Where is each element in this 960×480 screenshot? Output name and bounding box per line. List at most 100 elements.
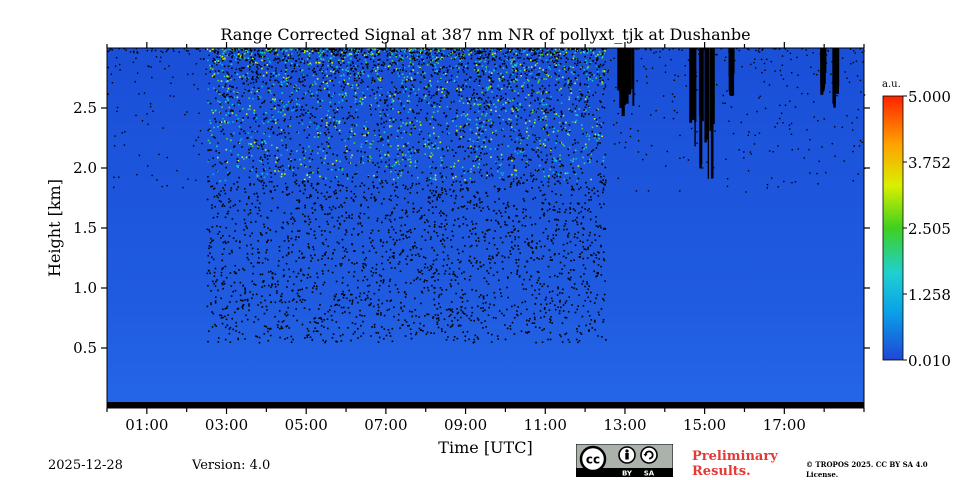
noise-speck <box>414 127 416 130</box>
noise-speck <box>560 141 562 144</box>
noise-speck <box>581 172 584 174</box>
noise-speck <box>597 53 599 56</box>
noise-speck <box>369 143 371 145</box>
noise-speck <box>383 198 385 200</box>
noise-speck <box>340 85 343 88</box>
noise-speck <box>394 158 397 161</box>
noise-speck <box>262 187 265 190</box>
noise-speck <box>270 76 272 78</box>
noise-speck <box>359 314 361 316</box>
noise-speck <box>387 135 389 138</box>
noise-speck <box>281 83 283 86</box>
noise-speck <box>310 149 312 152</box>
noise-speck <box>285 262 288 265</box>
noise-speck <box>326 151 328 154</box>
noise-speck <box>531 285 533 287</box>
noise-speck <box>591 79 594 82</box>
noise-speck <box>398 50 401 53</box>
noise-speck <box>329 212 331 215</box>
noise-speck <box>331 319 333 321</box>
noise-speck <box>454 49 456 51</box>
noise-speck <box>410 128 413 130</box>
noise-speck <box>272 115 274 118</box>
noise-speck <box>389 280 391 282</box>
noise-speck <box>460 89 462 91</box>
noise-speck <box>587 154 589 156</box>
noise-speck <box>521 224 524 227</box>
noise-speck <box>387 65 390 67</box>
noise-speck <box>398 68 401 70</box>
noise-speck <box>462 88 465 90</box>
noise-speck <box>456 115 459 117</box>
noise-speck <box>312 246 314 248</box>
noise-speck <box>588 138 590 141</box>
noise-speck <box>310 49 313 51</box>
noise-speck <box>477 166 479 169</box>
noise-speck <box>589 244 592 247</box>
noise-speck <box>313 234 316 236</box>
noise-speck <box>526 179 528 181</box>
noise-speck <box>267 271 270 273</box>
noise-speck <box>252 166 254 168</box>
noise-speck <box>366 65 369 68</box>
noise-speck <box>401 324 403 326</box>
noise-speck <box>439 172 442 175</box>
noise-speck <box>289 48 291 50</box>
noise-speck <box>291 109 293 112</box>
noise-speck <box>351 303 353 305</box>
noise-speck <box>433 101 436 104</box>
noise-speck <box>387 137 389 139</box>
noise-speck <box>531 92 533 94</box>
noise-speck <box>553 159 556 162</box>
noise-speck <box>597 65 600 68</box>
noise-speck <box>249 126 252 129</box>
noise-speck <box>491 333 493 336</box>
noise-speck <box>332 84 335 87</box>
noise-speck <box>267 50 269 52</box>
noise-speck <box>432 317 434 319</box>
noise-speck <box>304 79 306 81</box>
noise-speck <box>423 287 426 289</box>
noise-speck <box>436 321 439 324</box>
noise-speck <box>467 62 469 65</box>
noise-speck <box>472 160 474 162</box>
noise-speck <box>409 88 412 91</box>
noise-speck <box>250 155 253 157</box>
noise-speck <box>378 134 381 136</box>
noise-speck <box>261 139 263 141</box>
noise-speck <box>253 141 256 144</box>
noise-speck <box>598 124 601 126</box>
noise-speck <box>588 192 590 194</box>
noise-speck <box>509 158 512 160</box>
noise-speck <box>331 64 333 67</box>
noise-speck <box>218 70 220 72</box>
noise-speck <box>488 306 490 309</box>
noise-speck <box>429 196 431 199</box>
noise-speck <box>523 155 525 157</box>
noise-speck <box>430 268 432 270</box>
noise-speck <box>580 210 582 213</box>
noise-speck <box>338 62 340 65</box>
noise-speck <box>396 135 399 138</box>
noise-speck <box>488 104 491 106</box>
noise-speck <box>510 86 512 88</box>
noise-speck <box>219 125 222 128</box>
noise-speck <box>447 146 449 149</box>
noise-speck <box>535 151 538 153</box>
noise-speck <box>488 79 491 82</box>
noise-speck <box>265 74 268 77</box>
noise-speck <box>322 55 325 57</box>
noise-speck <box>412 202 415 205</box>
noise-speck <box>576 308 579 311</box>
noise-speck <box>489 50 491 53</box>
noise-speck <box>483 142 485 144</box>
noise-speck <box>551 290 554 293</box>
noise-speck <box>439 124 442 127</box>
noise-speck <box>409 328 412 330</box>
noise-speck <box>297 236 300 238</box>
noise-speck <box>228 77 231 80</box>
noise-speck <box>590 150 593 153</box>
noise-speck <box>569 208 572 210</box>
noise-speck <box>275 52 277 55</box>
noise-speck <box>385 115 387 117</box>
